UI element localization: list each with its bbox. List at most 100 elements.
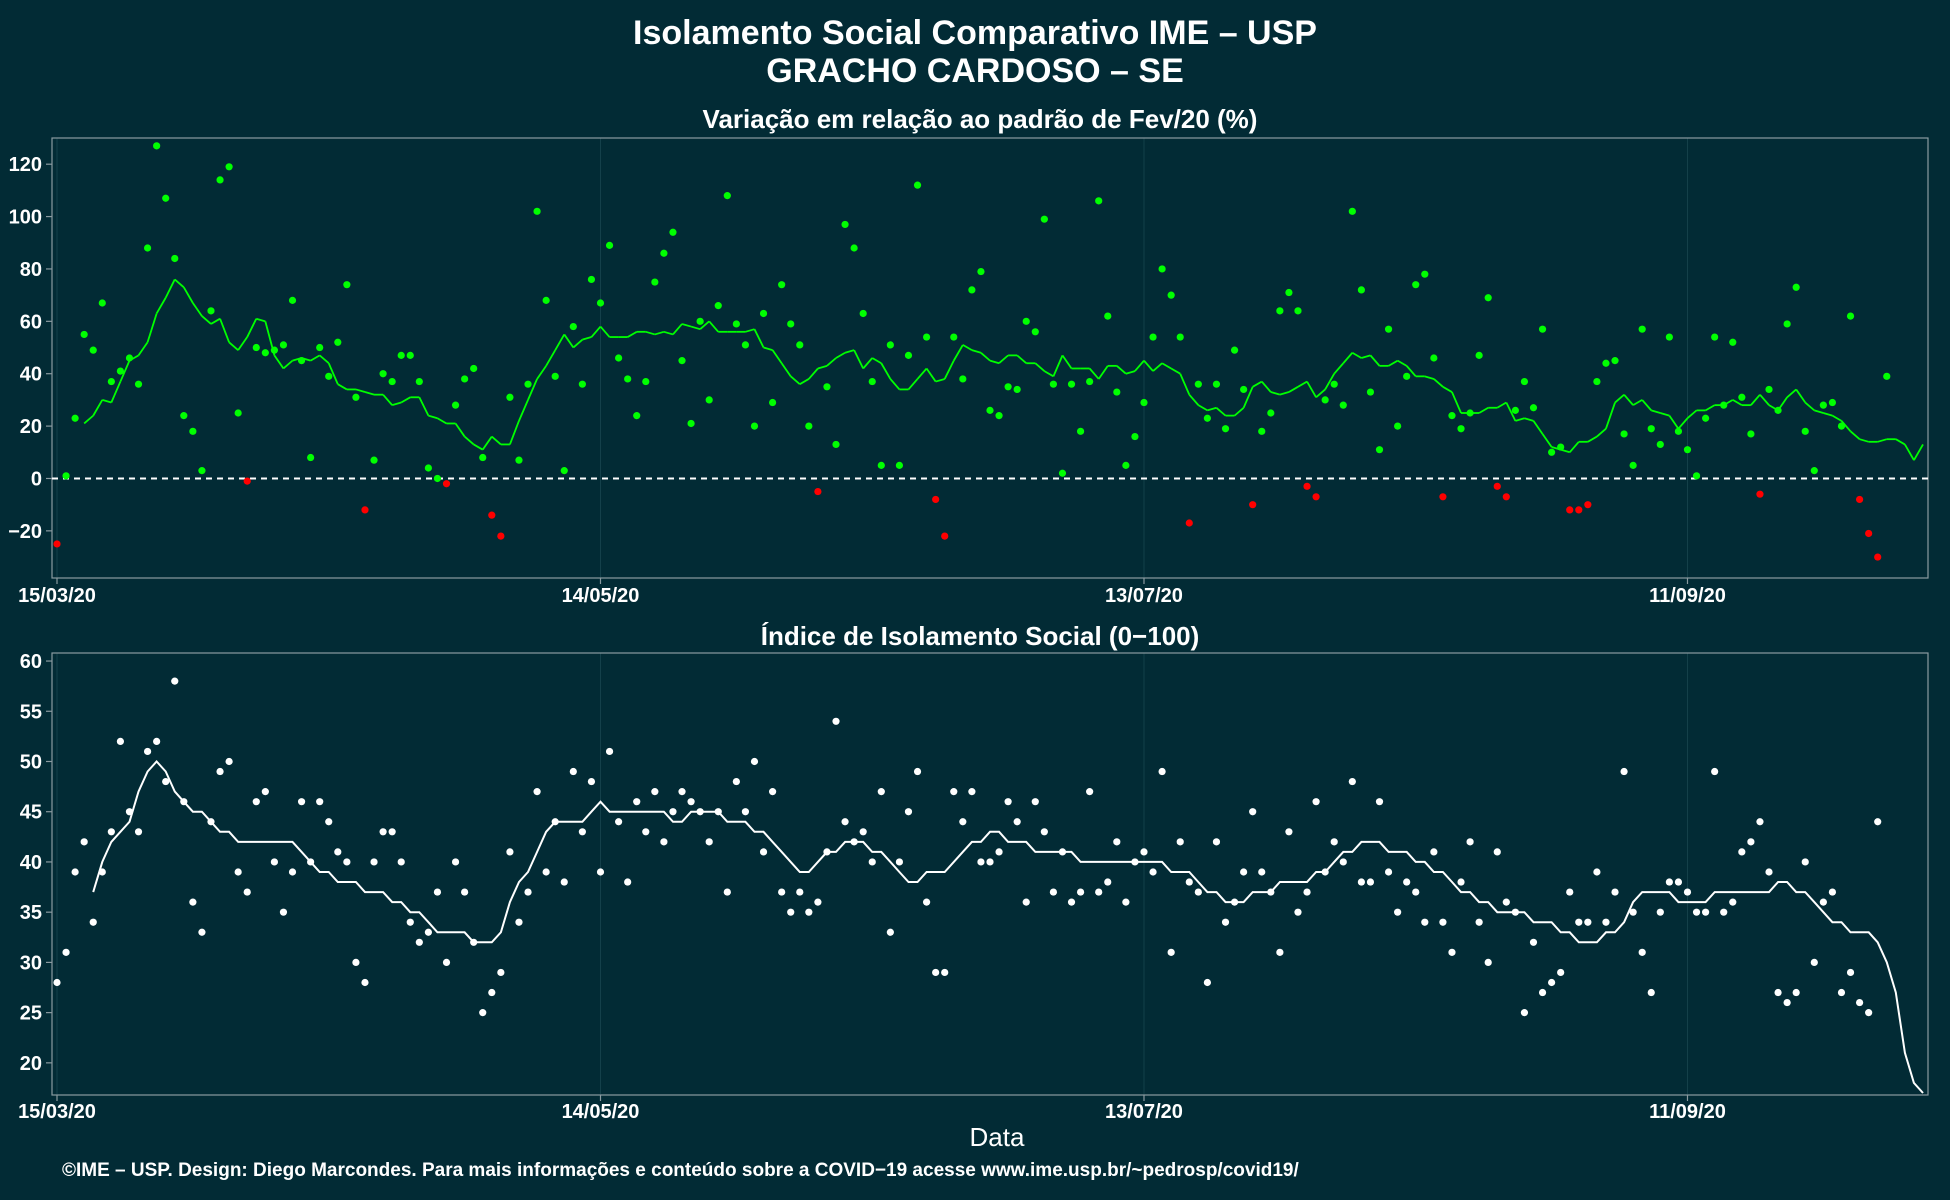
variation-point-66 xyxy=(651,278,659,286)
variation-point-36 xyxy=(379,370,387,378)
index-point-3 xyxy=(80,838,88,846)
variation-point-87 xyxy=(841,220,849,229)
variation-point-57 xyxy=(569,322,577,331)
index-point-59 xyxy=(587,777,596,786)
variation-trend-segment-92 xyxy=(916,367,928,380)
variation-point-170 xyxy=(1593,377,1601,386)
variation-point-18 xyxy=(216,176,224,184)
index-point-125 xyxy=(1185,878,1193,886)
variation-point-2 xyxy=(71,414,79,422)
index-point-188 xyxy=(1756,818,1764,826)
index-point-4 xyxy=(89,918,97,926)
index-point-92 xyxy=(886,928,894,936)
variation-point-126 xyxy=(1194,380,1202,388)
variation-trend-segment-52 xyxy=(554,333,566,351)
variation-trend-segment-175 xyxy=(1668,415,1680,430)
variation-trend-segment-135 xyxy=(1306,381,1317,398)
variation-point-101 xyxy=(968,286,976,294)
index-x-tick-label-3: 11/09/20 xyxy=(1649,1101,1726,1123)
variation-point-154 xyxy=(1448,412,1456,420)
variation-point-56 xyxy=(560,467,568,475)
variation-point-5 xyxy=(98,299,106,307)
index-point-6 xyxy=(107,828,115,836)
variation-trend-segment-18 xyxy=(246,318,258,338)
variation-point-29 xyxy=(316,343,324,352)
variation-trend-segment-129 xyxy=(1252,380,1263,388)
variation-point-146 xyxy=(1375,446,1384,454)
index-point-100 xyxy=(959,818,967,826)
index-point-34 xyxy=(361,978,369,987)
variation-trend-segment-53 xyxy=(563,333,575,349)
variation-trend-segment-124 xyxy=(1207,406,1217,412)
variation-point-191 xyxy=(1783,320,1791,328)
x-axis-label: Data xyxy=(970,1122,1025,1152)
variation-trend-segment-62 xyxy=(645,330,656,336)
variation-trend-segment-195 xyxy=(1849,430,1861,440)
variation-point-46 xyxy=(470,364,478,373)
variation-point-104 xyxy=(995,412,1003,420)
variation-point-75 xyxy=(732,320,740,328)
variation-trend-segment-81 xyxy=(817,364,828,370)
variation-trend-segment-94 xyxy=(935,378,945,383)
variation-trend-segment-60 xyxy=(627,331,638,338)
variation-trend-segment-177 xyxy=(1686,409,1698,419)
index-point-174 xyxy=(1629,908,1637,916)
index-point-155 xyxy=(1457,878,1465,886)
variation-trend-segment-99 xyxy=(980,352,991,362)
index-point-191 xyxy=(1783,998,1791,1007)
variation-trend-segment-19 xyxy=(256,317,266,323)
variation-trend-segment-82 xyxy=(826,357,837,367)
index-point-12 xyxy=(162,777,170,786)
variation-point-103 xyxy=(986,406,994,414)
variation-point-63 xyxy=(624,375,632,383)
variation-trend-segment-191 xyxy=(1814,409,1824,414)
variation-trend-segment-164 xyxy=(1569,441,1580,453)
index-point-104 xyxy=(995,848,1003,856)
variation-trend-segment-137 xyxy=(1324,373,1335,390)
index-point-33 xyxy=(352,958,360,967)
index-point-156 xyxy=(1466,838,1474,846)
variation-point-94 xyxy=(904,351,913,359)
variation-point-73 xyxy=(714,302,722,310)
index-point-98 xyxy=(941,968,949,977)
index-y-tick-label-7: 55 xyxy=(20,701,42,723)
variation-point-197 xyxy=(1837,422,1846,430)
index-point-52 xyxy=(524,888,532,896)
variation-trend-segment-182 xyxy=(1732,399,1743,406)
variation-point-136 xyxy=(1285,288,1293,297)
index-point-58 xyxy=(578,828,586,836)
index-point-116 xyxy=(1104,878,1112,886)
variation-trend-segment-142 xyxy=(1369,354,1381,367)
variation-point-165 xyxy=(1548,448,1556,456)
variation-trend-segment-130 xyxy=(1261,380,1272,393)
variation-point-113 xyxy=(1076,427,1085,435)
index-point-143 xyxy=(1348,777,1356,786)
variation-trend-segment-49 xyxy=(527,378,538,401)
variation-point-149 xyxy=(1403,372,1411,380)
index-point-55 xyxy=(551,818,559,826)
variation-point-59 xyxy=(587,275,596,284)
index-point-133 xyxy=(1258,868,1266,876)
variation-trend-segment-172 xyxy=(1641,399,1652,411)
index-point-197 xyxy=(1837,988,1846,997)
variation-trend-segment-15 xyxy=(219,318,230,343)
variation-trend-segment-86 xyxy=(862,357,873,370)
index-point-165 xyxy=(1548,978,1556,987)
index-point-72 xyxy=(705,838,713,846)
variation-point-200 xyxy=(1865,529,1873,538)
variation-point-115 xyxy=(1095,197,1103,205)
index-y-tick-label-5: 45 xyxy=(20,802,42,824)
variation-y-tick-label-4: 60 xyxy=(20,311,42,333)
variation-point-187 xyxy=(1747,430,1755,438)
variation-point-48 xyxy=(488,511,496,519)
variation-trend-segment-39 xyxy=(436,417,447,425)
variation-point-11 xyxy=(153,142,161,150)
variation-x-tick-label-2: 13/07/20 xyxy=(1105,585,1183,607)
index-point-43 xyxy=(442,958,451,967)
variation-point-180 xyxy=(1683,446,1692,454)
variation-point-174 xyxy=(1629,461,1637,469)
variation-point-117 xyxy=(1113,388,1121,396)
index-point-201 xyxy=(1874,818,1882,826)
variation-point-27 xyxy=(297,357,306,365)
variation-point-22 xyxy=(252,343,260,352)
